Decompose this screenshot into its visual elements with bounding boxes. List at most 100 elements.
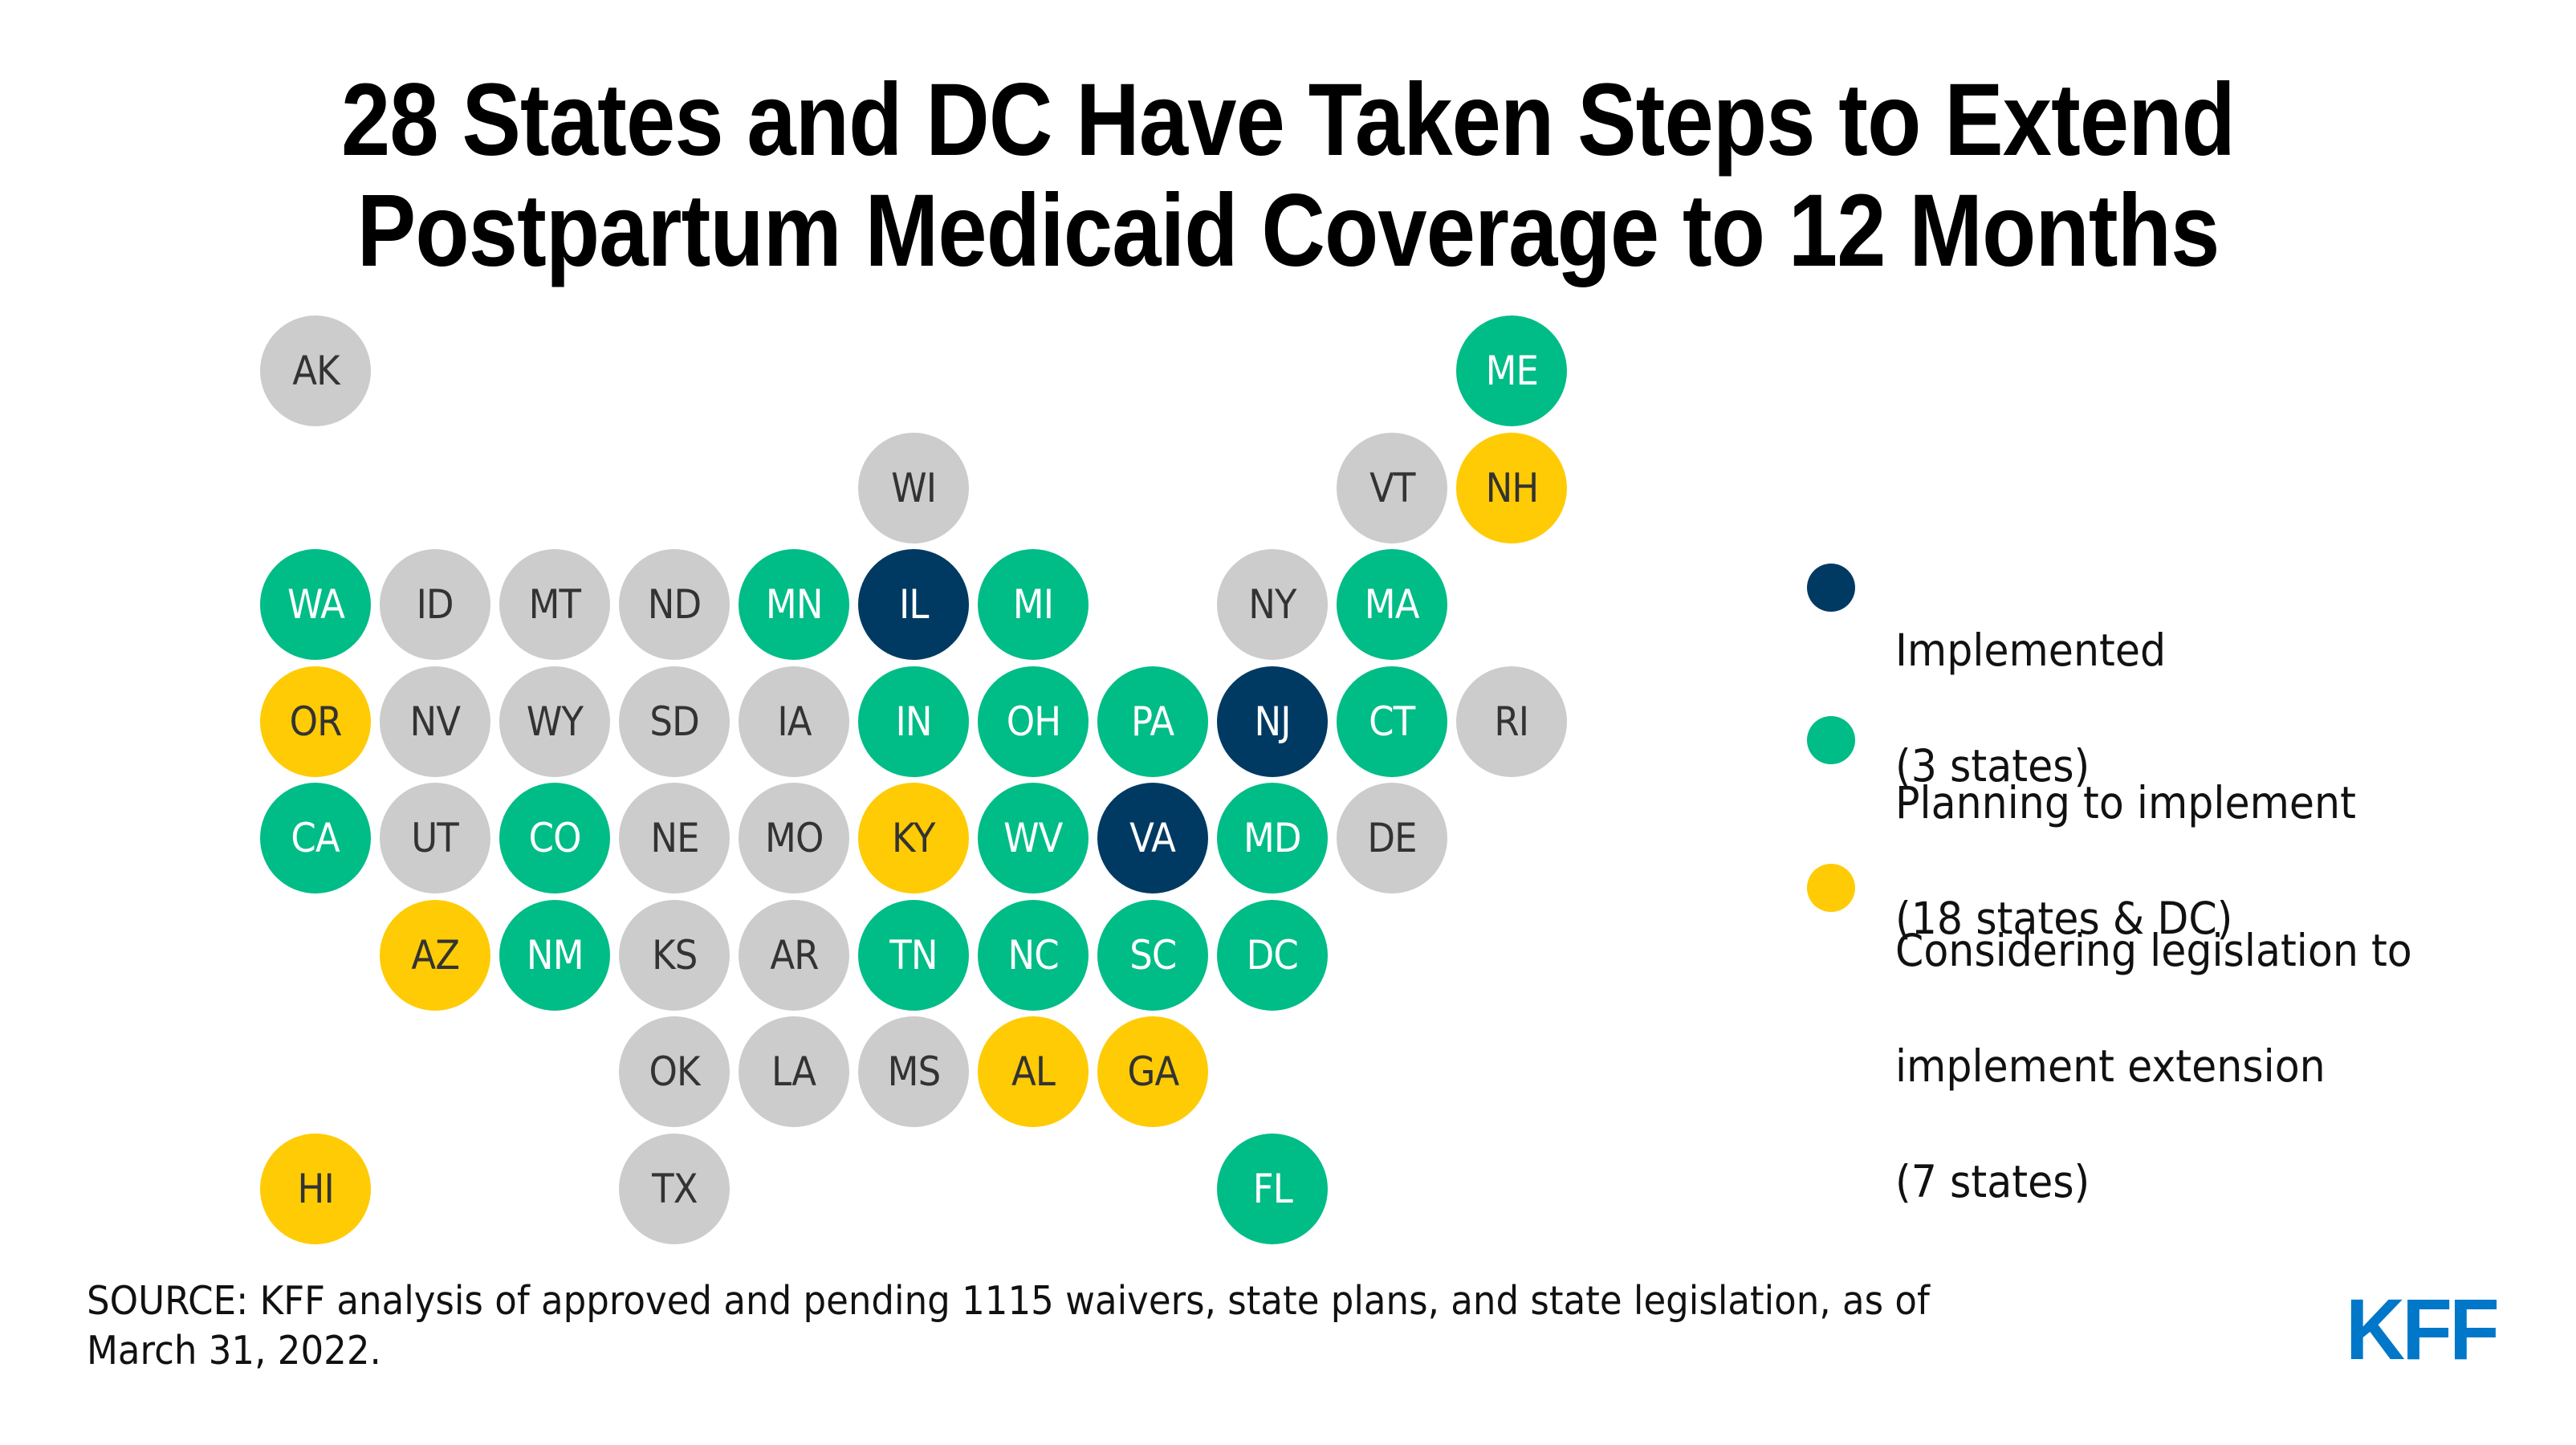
legend-label-line: (7 states) — [1895, 1156, 2090, 1207]
state-ms[interactable]: MS — [858, 1016, 969, 1127]
legend-dot-considering-icon — [1807, 864, 1855, 912]
state-de[interactable]: DE — [1337, 783, 1447, 893]
state-il[interactable]: IL — [858, 549, 969, 660]
state-ny[interactable]: NY — [1217, 549, 1328, 660]
state-ut[interactable]: UT — [380, 783, 490, 893]
state-label: ME — [1485, 348, 1538, 394]
state-label: NY — [1248, 581, 1296, 628]
state-co[interactable]: CO — [499, 783, 610, 893]
state-label: PA — [1131, 698, 1174, 745]
state-label: MN — [765, 581, 824, 628]
state-id[interactable]: ID — [380, 549, 490, 660]
state-pa[interactable]: PA — [1097, 666, 1208, 777]
state-label: VA — [1129, 815, 1177, 861]
state-ky[interactable]: KY — [858, 783, 969, 893]
title-text-1: 28 States and DC Have Taken Steps to Ext… — [340, 63, 2236, 177]
state-ks[interactable]: KS — [619, 899, 730, 1011]
source-note: SOURCE: KFF analysis of approved and pen… — [87, 1276, 2094, 1376]
state-label: OK — [649, 1048, 700, 1095]
state-nj[interactable]: NJ — [1217, 666, 1328, 777]
state-label: MS — [887, 1048, 941, 1095]
state-label: NM — [526, 931, 584, 979]
state-ak[interactable]: AK — [260, 315, 371, 426]
state-me[interactable]: ME — [1456, 315, 1567, 426]
state-nc[interactable]: NC — [978, 899, 1089, 1011]
state-ar[interactable]: AR — [739, 899, 849, 1011]
state-vt[interactable]: VT — [1337, 432, 1447, 543]
state-label: IN — [895, 698, 932, 745]
state-nh[interactable]: NH — [1456, 432, 1567, 543]
state-label: KY — [892, 815, 935, 861]
legend-label-line: Considering legislation to — [1895, 925, 2412, 976]
state-mo[interactable]: MO — [739, 783, 849, 893]
state-label: ID — [416, 581, 454, 628]
state-mn[interactable]: MN — [739, 549, 849, 660]
state-ok[interactable]: OK — [619, 1016, 730, 1127]
state-label: FL — [1252, 1165, 1292, 1212]
legend-label-line: implement extension — [1895, 1040, 2326, 1092]
state-label: DE — [1367, 815, 1417, 861]
state-label: CO — [528, 815, 581, 861]
state-hi[interactable]: HI — [260, 1133, 371, 1244]
state-label: GA — [1127, 1048, 1179, 1095]
state-az[interactable]: AZ — [380, 899, 490, 1011]
state-label: NH — [1485, 464, 1539, 511]
state-label: MI — [1012, 581, 1054, 628]
state-ma[interactable]: MA — [1337, 549, 1447, 660]
state-label: IA — [776, 698, 812, 745]
state-fl[interactable]: FL — [1217, 1133, 1328, 1244]
state-sc[interactable]: SC — [1097, 899, 1208, 1011]
state-va[interactable]: VA — [1097, 783, 1208, 893]
state-label: AK — [291, 348, 340, 394]
state-label: OH — [1006, 698, 1060, 745]
state-label: AL — [1011, 1048, 1056, 1095]
state-ia[interactable]: IA — [739, 666, 849, 777]
source-line-2: March 31, 2022. — [87, 1328, 381, 1374]
state-label: NJ — [1254, 698, 1291, 745]
state-tx[interactable]: TX — [619, 1133, 730, 1244]
state-label: NE — [649, 815, 699, 861]
state-wy[interactable]: WY — [499, 666, 610, 777]
state-wv[interactable]: WV — [978, 783, 1089, 893]
state-label: WV — [1003, 815, 1063, 861]
state-label: IL — [898, 581, 929, 628]
legend-dot-planning-icon — [1807, 716, 1855, 764]
state-md[interactable]: MD — [1217, 783, 1328, 893]
state-or[interactable]: OR — [260, 666, 371, 777]
state-mi[interactable]: MI — [978, 549, 1089, 660]
state-wi[interactable]: WI — [858, 432, 969, 543]
state-label: MT — [528, 581, 581, 628]
kff-logo-text: KFF — [2346, 1280, 2500, 1378]
legend-label-line: (18 states & DC) — [1895, 893, 2233, 944]
source-line-1: SOURCE: KFF analysis of approved and pen… — [87, 1278, 1930, 1324]
chart-title-line-2: Postpartum Medicaid Coverage to 12 Month… — [0, 180, 2576, 283]
state-ct[interactable]: CT — [1337, 666, 1447, 777]
state-label: MD — [1243, 815, 1302, 861]
legend-label-line: (3 states) — [1895, 740, 2090, 792]
state-label: TX — [651, 1165, 698, 1212]
state-in[interactable]: IN — [858, 666, 969, 777]
state-al[interactable]: AL — [978, 1016, 1089, 1127]
state-label: OR — [289, 698, 343, 745]
state-mt[interactable]: MT — [499, 549, 610, 660]
state-sd[interactable]: SD — [619, 666, 730, 777]
state-label: ND — [647, 581, 702, 628]
state-label: WI — [891, 464, 937, 511]
kff-logo[interactable]: KFF — [2346, 1280, 2500, 1378]
state-la[interactable]: LA — [739, 1016, 849, 1127]
state-tn[interactable]: TN — [858, 899, 969, 1011]
state-nv[interactable]: NV — [380, 666, 490, 777]
state-ca[interactable]: CA — [260, 783, 371, 893]
state-dc[interactable]: DC — [1217, 899, 1328, 1011]
legend-label-planning: Planning to implement (18 states & DC) — [1895, 716, 2505, 1005]
state-wa[interactable]: WA — [260, 549, 371, 660]
state-label: SC — [1129, 931, 1177, 979]
state-label: CA — [291, 815, 340, 861]
state-ga[interactable]: GA — [1097, 1016, 1208, 1127]
state-ri[interactable]: RI — [1456, 666, 1567, 777]
state-label: SD — [649, 698, 699, 745]
state-nd[interactable]: ND — [619, 549, 730, 660]
state-ne[interactable]: NE — [619, 783, 730, 893]
state-oh[interactable]: OH — [978, 666, 1089, 777]
state-nm[interactable]: NM — [499, 899, 610, 1011]
